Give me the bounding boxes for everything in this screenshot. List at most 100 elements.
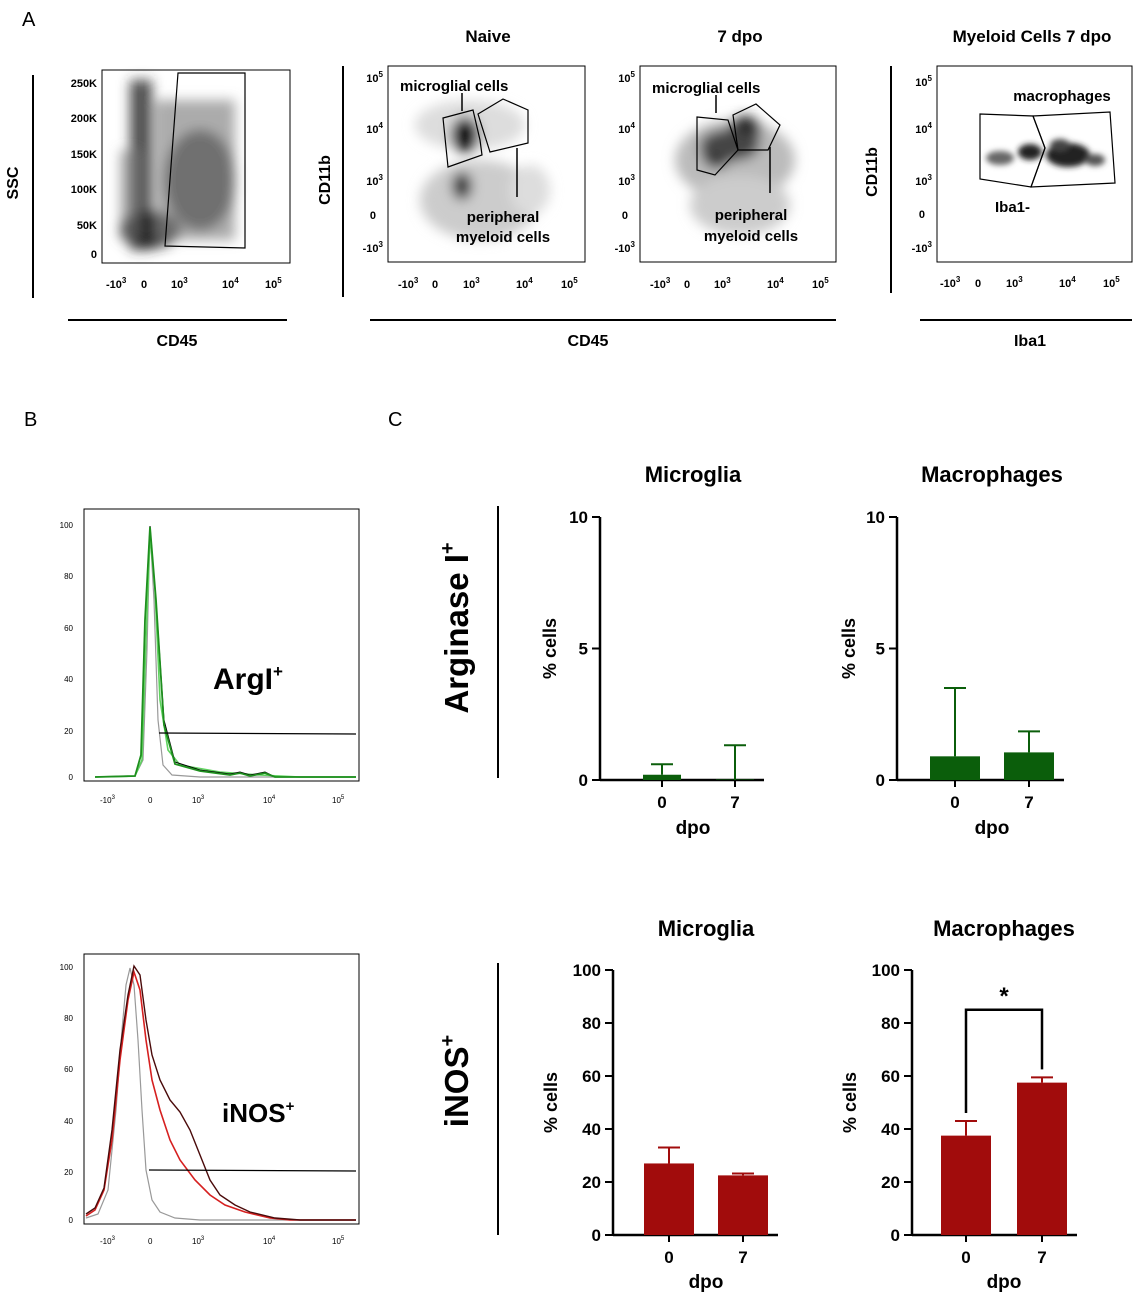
y-ticks: 105 104 103 0 -103 [912,74,933,255]
x-ticks: -103 0 103 104 105 [650,276,829,291]
x-tick: 103 [192,795,205,805]
significance-bracket [964,1008,1044,1114]
x-tick: 0 [141,279,147,291]
y-tick: 60 [64,1065,73,1074]
gate-cd45-positive [164,72,246,249]
gate-label-macrophages: macrophages [1013,88,1111,105]
gate-peripheral [477,98,529,153]
scatter-7dpo: microglial cells peripheral myeloid cell… [615,65,837,291]
positive-gate [158,732,357,735]
x-tick: 103 [463,276,480,291]
y-tick-label: 40 [582,1120,601,1139]
chart-title: Microglia [658,916,755,941]
histogram-naive [94,534,356,778]
scatter-naive: microglial cells peripheral myeloid cell… [363,65,586,291]
x-tick: -103 [106,276,127,291]
x-axis-label: dpo [975,818,1010,839]
x-tick: 105 [1103,275,1120,290]
y-tick-label: 80 [881,1014,900,1033]
x-tick: 104 [516,276,533,291]
y-tick: 80 [64,572,73,581]
y-tick: 0 [69,1216,74,1225]
y-tick: 250K [71,78,97,90]
gate-label-peripheral: myeloid cells [456,229,550,246]
y-tick: 105 [618,70,635,85]
x-axis-label: dpo [987,1272,1022,1293]
y-tick: 0 [622,210,628,222]
density-cloud [986,139,1105,167]
y-tick-label: 0 [579,771,588,790]
x-tick: -103 [100,795,116,805]
y-tick: 150K [71,149,97,161]
y-tick: 0 [919,209,925,221]
y-ticks: 100 80 60 40 20 0 [60,963,74,1225]
x-tick: 104 [263,1236,276,1246]
y-tick: 0 [91,249,97,261]
bar [1017,1082,1067,1235]
y-ticks: 105 104 103 0 -103 [615,70,636,255]
x-tick-label: 0 [657,793,666,812]
bar-chart-arginase-microglia: Microglia 0 5 10 % cells 0 7 dpo [540,462,764,839]
x-tick: 103 [714,276,731,291]
x-tick-label: 7 [738,1248,747,1267]
y-tick-label: 0 [592,1226,601,1245]
title-naive: Naive [465,27,510,46]
bar [644,1163,694,1235]
bar-chart-arginase-macrophages: Macrophages 0 5 10 % cells 0 7 dpo [839,462,1064,839]
x-tick: 0 [432,279,438,291]
bar [1004,752,1054,780]
x-tick: 104 [222,276,239,291]
y-tick: -103 [615,240,636,255]
y-tick: 50K [77,220,97,232]
cd11b-axis-label-myeloid: CD11b [864,147,881,197]
x-ticks: -103 0 103 104 105 [100,1236,345,1246]
argi-label: ArgI+ [213,662,283,696]
gate-label-microglia: microglial cells [652,80,760,97]
x-tick-label: 0 [664,1248,673,1267]
x-tick: 0 [148,796,153,805]
x-axis-label: CD45 [157,333,198,350]
row-label-inos: iNOS+ [437,1035,475,1127]
y-tick: -103 [363,240,384,255]
chart-title: Macrophages [921,462,1063,487]
x-tick: -103 [650,276,671,291]
chart-title: Microglia [645,462,742,487]
bar [718,1175,768,1235]
bar [716,779,754,780]
x-tick: 104 [263,795,276,805]
iba1-axis-label: Iba1 [1014,333,1046,350]
x-tick: 105 [561,276,578,291]
density-cloud [675,116,795,235]
y-axis-label: % cells [840,1072,860,1133]
y-tick: 100K [71,184,97,196]
x-tick: 103 [171,276,188,291]
gate-macrophages [1030,111,1116,188]
histogram-naive [85,968,356,1221]
y-tick: 104 [366,121,383,136]
x-tick-label: 7 [1024,793,1033,812]
y-tick-label: 100 [872,961,900,980]
x-tick-label: 0 [961,1248,970,1267]
histogram-7dpo [85,964,356,1221]
y-tick-label: 0 [891,1226,900,1245]
row-label-arginase: Arginase I+ [437,542,475,713]
scatter-ssc-cd45: SSC 250K 200K 150K 100K 50K 0 -103 0 103… [5,69,291,350]
gate-label-peripheral: peripheral [715,207,788,224]
y-tick: 100 [60,963,74,972]
histogram-7dpo [94,526,356,778]
histogram-inos: 100 80 60 40 20 0 iNOS+ -103 0 103 104 1… [60,953,360,1246]
x-tick: 104 [1059,275,1076,290]
y-tick: -103 [912,240,933,255]
y-tick: 103 [366,173,383,188]
x-tick: 0 [684,279,690,291]
x-tick: -103 [398,276,419,291]
y-tick: 0 [69,773,74,782]
y-axis-label: % cells [541,1072,561,1133]
y-tick: 105 [915,74,932,89]
y-tick-label: 10 [569,508,588,527]
gate-label-microglia: microglial cells [400,78,508,95]
y-tick-label: 60 [881,1067,900,1086]
gate-label-iba1neg: Iba1- [995,199,1030,216]
x-tick-label: 0 [950,793,959,812]
